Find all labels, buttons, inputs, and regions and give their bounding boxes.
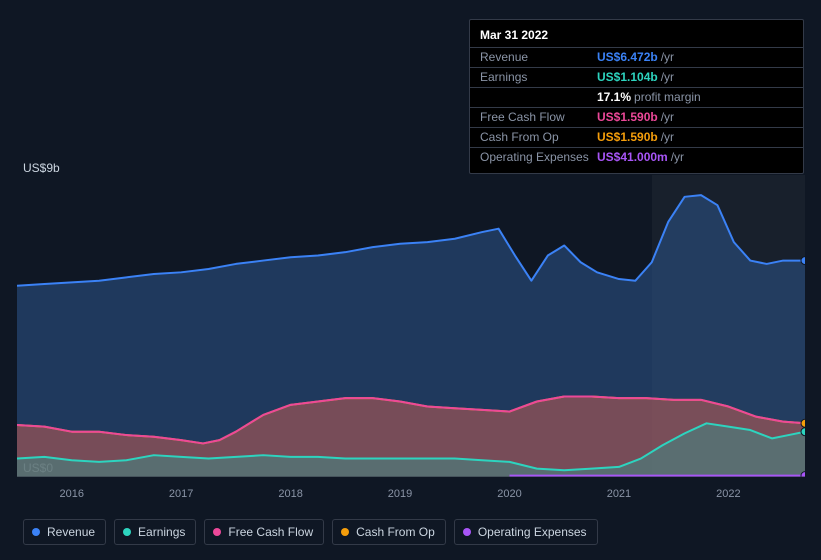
legend-label: Revenue: [47, 525, 95, 539]
tooltip-date: Mar 31 2022: [470, 26, 803, 47]
legend-label: Free Cash Flow: [228, 525, 313, 539]
legend-item-free-cash-flow[interactable]: Free Cash Flow: [204, 519, 324, 545]
tooltip-row: EarningsUS$1.104b/yr: [470, 67, 803, 87]
tooltip-suffix: /yr: [661, 130, 674, 144]
legend-dot: [123, 528, 131, 536]
legend-item-operating-expenses[interactable]: Operating Expenses: [454, 519, 598, 545]
chart-legend: Revenue Earnings Free Cash Flow Cash From O…: [23, 519, 598, 545]
tooltip-suffix: /yr: [661, 110, 674, 124]
legend-item-earnings[interactable]: Earnings: [114, 519, 196, 545]
x-tick: 2021: [607, 488, 631, 500]
tooltip-row: Operating ExpensesUS$41.000m/yr: [470, 147, 803, 167]
tooltip-value: US$1.590b: [597, 130, 658, 144]
tooltip-label: Cash From Op: [480, 130, 597, 145]
tooltip-row: Cash From OpUS$1.590b/yr: [470, 127, 803, 147]
tooltip-suffix: /yr: [661, 50, 674, 64]
legend-dot: [32, 528, 40, 536]
tooltip-label: Operating Expenses: [480, 150, 597, 165]
end-marker: [801, 257, 805, 265]
chart-plot-area[interactable]: [17, 175, 805, 477]
tooltip-suffix: profit margin: [634, 90, 701, 104]
tooltip-label: Free Cash Flow: [480, 110, 597, 125]
legend-item-cash-from-op[interactable]: Cash From Op: [332, 519, 446, 545]
tooltip-row: Free Cash FlowUS$1.590b/yr: [470, 107, 803, 127]
tooltip-label: Revenue: [480, 50, 597, 65]
end-marker: [801, 419, 805, 427]
chart-svg: [17, 175, 805, 477]
legend-label: Cash From Op: [356, 525, 435, 539]
x-tick: 2016: [59, 488, 83, 500]
tooltip-label: Earnings: [480, 70, 597, 85]
x-tick: 2022: [716, 488, 740, 500]
legend-dot: [341, 528, 349, 536]
tooltip-value: US$6.472b: [597, 50, 658, 64]
x-tick: 2020: [497, 488, 521, 500]
tooltip-row: RevenueUS$6.472b/yr: [470, 47, 803, 67]
legend-item-revenue[interactable]: Revenue: [23, 519, 106, 545]
y-axis-top: US$9b: [23, 161, 60, 175]
tooltip-value: US$1.104b: [597, 70, 658, 84]
end-marker: [801, 428, 805, 436]
x-tick: 2019: [388, 488, 412, 500]
tooltip-suffix: /yr: [661, 70, 674, 84]
tooltip-row: 17.1%profit margin: [470, 87, 803, 107]
tooltip-value: US$1.590b: [597, 110, 658, 124]
tooltip-label: [480, 90, 597, 105]
chart-tooltip: Mar 31 2022 RevenueUS$6.472b/yrEarningsU…: [469, 19, 804, 174]
x-tick: 2018: [278, 488, 302, 500]
x-tick: 2017: [169, 488, 193, 500]
legend-dot: [213, 528, 221, 536]
legend-label: Operating Expenses: [478, 525, 587, 539]
tooltip-value: 17.1%: [597, 90, 631, 104]
tooltip-value: US$41.000m: [597, 150, 668, 164]
tooltip-suffix: /yr: [671, 150, 684, 164]
legend-label: Earnings: [138, 525, 185, 539]
legend-dot: [463, 528, 471, 536]
